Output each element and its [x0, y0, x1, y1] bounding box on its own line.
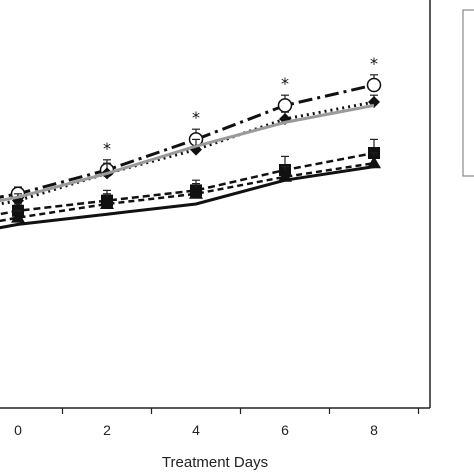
series-0-point-4: [366, 77, 382, 93]
series-4-point-1: [100, 197, 114, 209]
significance-star-2: *: [281, 74, 289, 93]
significance-star-0: *: [103, 139, 111, 158]
x-tick-label-4: 8: [370, 422, 378, 438]
series-0-point-3: [277, 98, 293, 113]
x-axis-title: Treatment Days: [162, 454, 268, 471]
significance-marks: * * * *: [103, 54, 378, 158]
series-4-line: [0, 161, 375, 223]
series-2-line: [0, 103, 375, 203]
series-layer: [0, 74, 382, 230]
series-5-line: [0, 165, 375, 230]
series-4-point-4: [367, 156, 381, 169]
chart-axes: 0 2 4 6 8: [0, 0, 431, 438]
series-5: [0, 165, 375, 230]
x-tick-label-0: 0: [14, 422, 22, 438]
series-4-point-2: [189, 186, 203, 199]
x-tick-label-1: 2: [103, 422, 111, 438]
x-tick-label-2: 4: [192, 422, 200, 438]
significance-star-1: *: [192, 108, 200, 127]
series-2: [0, 103, 375, 203]
series-0-line: [0, 83, 375, 199]
legend-box: [462, 9, 474, 177]
x-tick-label-3: 6: [281, 422, 289, 438]
significance-star-3: *: [370, 54, 378, 73]
series-0: [0, 74, 382, 202]
series-4-point-0: [11, 210, 25, 223]
x-ticks: 0 2 4 6 8: [14, 408, 420, 438]
